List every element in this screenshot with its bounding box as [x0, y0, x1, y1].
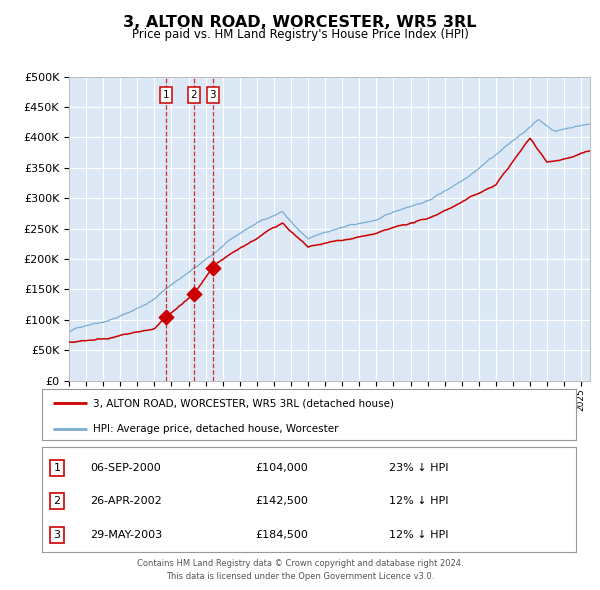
Text: 3: 3: [209, 90, 216, 100]
Text: Price paid vs. HM Land Registry's House Price Index (HPI): Price paid vs. HM Land Registry's House …: [131, 28, 469, 41]
Text: 1: 1: [53, 463, 61, 473]
Point: [208, 264, 217, 273]
Text: HPI: Average price, detached house, Worcester: HPI: Average price, detached house, Worc…: [93, 424, 338, 434]
Text: 2: 2: [53, 496, 61, 506]
Text: £104,000: £104,000: [256, 463, 308, 473]
Text: 12% ↓ HPI: 12% ↓ HPI: [389, 530, 449, 540]
Text: 29-MAY-2003: 29-MAY-2003: [90, 530, 162, 540]
Point: [189, 289, 199, 299]
Text: 3: 3: [53, 530, 61, 540]
Text: £142,500: £142,500: [256, 496, 308, 506]
Text: 1: 1: [163, 90, 169, 100]
Text: £184,500: £184,500: [256, 530, 308, 540]
Text: 26-APR-2002: 26-APR-2002: [90, 496, 162, 506]
Point: [161, 313, 171, 322]
Text: 2: 2: [191, 90, 197, 100]
Text: 23% ↓ HPI: 23% ↓ HPI: [389, 463, 449, 473]
Text: 12% ↓ HPI: 12% ↓ HPI: [389, 496, 449, 506]
Text: Contains HM Land Registry data © Crown copyright and database right 2024.: Contains HM Land Registry data © Crown c…: [137, 559, 463, 568]
Text: 3, ALTON ROAD, WORCESTER, WR5 3RL: 3, ALTON ROAD, WORCESTER, WR5 3RL: [123, 15, 477, 30]
Text: 3, ALTON ROAD, WORCESTER, WR5 3RL (detached house): 3, ALTON ROAD, WORCESTER, WR5 3RL (detac…: [93, 398, 394, 408]
Text: This data is licensed under the Open Government Licence v3.0.: This data is licensed under the Open Gov…: [166, 572, 434, 581]
Text: 06-SEP-2000: 06-SEP-2000: [90, 463, 161, 473]
